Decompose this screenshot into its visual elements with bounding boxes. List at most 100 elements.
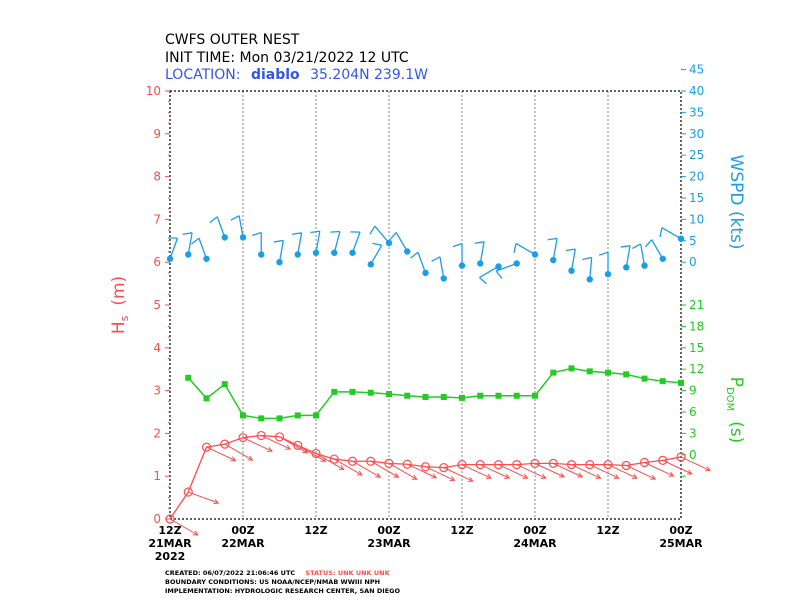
x-tick-label: 12Z <box>158 524 181 537</box>
wave-arrow-head <box>595 473 602 479</box>
wspd-point <box>604 270 612 278</box>
wind-barb-staff <box>495 262 517 272</box>
wind-barb-flag <box>191 237 200 245</box>
pdom-point <box>313 412 319 419</box>
wave-arrow-head <box>411 474 418 480</box>
wspd-tick-label: 15 <box>689 191 704 205</box>
wspd-point <box>258 251 265 258</box>
wave-arrow-head <box>230 456 237 462</box>
wind-barb-staff <box>370 244 383 265</box>
wind-barb-flag <box>547 237 558 241</box>
wspd-point <box>203 255 210 262</box>
wave-direction-arrow <box>242 437 273 452</box>
x-tick-label: 00Z <box>377 524 400 537</box>
pdom-point <box>367 389 374 396</box>
pdom-tick-label: 0 <box>689 448 697 462</box>
wind-barb-flag <box>620 245 631 248</box>
wave-direction-arrow <box>169 518 198 536</box>
wspd-point <box>568 267 575 274</box>
wave-direction-arrow <box>352 460 381 478</box>
hs-tick-label: 8 <box>153 170 161 184</box>
pdom-point <box>349 388 356 395</box>
x-tick-label: 25MAR <box>659 537 703 550</box>
left-axis: 0 1 2 3 4 5 6 7 8 9 10 <box>146 84 170 526</box>
wave-direction-arrow <box>534 462 565 478</box>
wave-arrow-head <box>631 473 638 479</box>
wind-barb-staff <box>552 238 558 261</box>
hs-tick-label: 6 <box>153 255 161 269</box>
wspd-point <box>185 251 192 258</box>
hs-point <box>585 460 595 470</box>
wspd-series <box>166 215 685 285</box>
wind-barb-flag <box>310 230 320 234</box>
wave-arrow-head <box>285 444 292 450</box>
wind-barb-flag <box>209 216 218 224</box>
wave-arrow-head <box>668 471 675 477</box>
location-coords: 35.204N 239.1W <box>310 67 428 83</box>
wave-arrow-head <box>192 530 199 536</box>
pdom-tick-label: 18 <box>689 319 704 333</box>
wave-arrow-head <box>247 455 254 461</box>
wave-arrow-head <box>393 472 400 478</box>
wspd-point <box>458 262 466 269</box>
pdom-label-sub: DOM <box>724 387 735 411</box>
pdom-point <box>459 394 465 401</box>
wind-barb-flag <box>252 231 262 237</box>
wspd-tick-label: 10 <box>689 212 704 226</box>
hs-point <box>439 463 449 473</box>
wave-direction-arrow <box>443 467 473 482</box>
wave-arrow-head <box>650 474 657 480</box>
pdom-point <box>386 391 392 398</box>
wspd-point <box>331 249 338 256</box>
wspd-tick-label: 20 <box>689 170 704 184</box>
x-tick-label: 2022 <box>155 550 186 563</box>
wspd-point <box>586 276 593 283</box>
wspd-point <box>531 251 539 258</box>
pdom-point <box>331 388 338 395</box>
wave-direction-arrow <box>662 459 692 475</box>
x-tick-label: 12Z <box>450 524 473 537</box>
wind-barb-staff <box>417 252 427 274</box>
wspd-point <box>221 234 228 241</box>
footer-implementation: IMPLEMENTATION: HYDROLOGIC RESEARCH CENT… <box>165 587 400 595</box>
wspd-point <box>404 248 411 255</box>
wind-barb-flag <box>292 232 302 235</box>
wind-barb-staff <box>297 232 303 255</box>
location-label: LOCATION: <box>165 67 240 83</box>
wspd-point <box>367 261 374 268</box>
wspd-point <box>477 260 484 267</box>
wave-arrow-head <box>613 473 620 479</box>
pdom-point <box>568 365 575 372</box>
right-axis: 0 5 10 15 20 25 30 35 40 45 0 3 6 9 12 15 18 21 <box>681 63 704 477</box>
wind-barb-flag <box>410 251 419 259</box>
location-name: diablo <box>251 67 300 83</box>
wave-direction-arrow <box>516 464 546 479</box>
hs-tick-label: 3 <box>153 384 161 398</box>
wind-barb-flag <box>452 243 463 248</box>
hs-point <box>676 452 686 462</box>
pdom-label-main: P <box>726 377 746 387</box>
x-tick-label: 24MAR <box>513 537 557 550</box>
hs-point <box>347 456 358 466</box>
pdom-tick-label: 9 <box>689 384 697 398</box>
pdom-point <box>440 394 447 401</box>
wind-barb-flag <box>230 215 240 221</box>
footer-status: STATUS: UNK UNK UNK <box>305 569 390 577</box>
wave-arrow-head <box>686 469 693 475</box>
hs-point <box>493 460 504 470</box>
wave-arrow-head <box>266 446 274 452</box>
pdom-point <box>641 375 648 382</box>
wind-barb-staff <box>187 232 193 255</box>
wind-barb-flag <box>479 276 487 285</box>
wave-direction-arrow <box>480 464 510 479</box>
wave-arrow-head <box>540 473 547 479</box>
hs-point <box>220 439 230 449</box>
wind-barb-staff <box>351 231 361 254</box>
wind-barb-flag <box>644 239 653 248</box>
wind-barb-staff <box>395 232 408 252</box>
hs-point <box>530 458 540 468</box>
pdom-point <box>532 392 538 399</box>
init-time: INIT TIME: Mon 03/21/2022 12 UTC <box>165 50 409 66</box>
wind-barb-staff <box>238 215 244 238</box>
